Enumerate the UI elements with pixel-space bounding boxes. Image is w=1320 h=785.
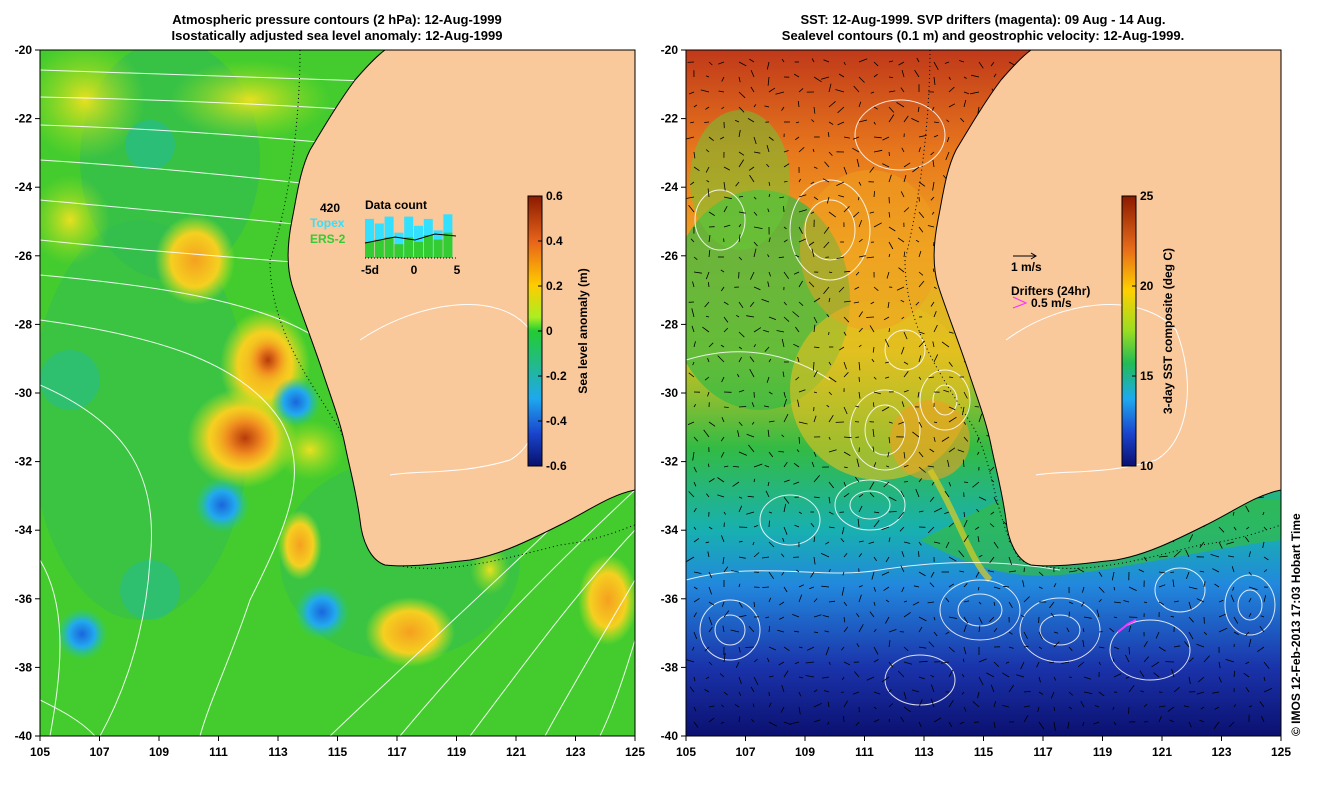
sst-colorbar-tick: 15 [1140, 369, 1154, 383]
sla-colorbar-tick: -0.4 [546, 414, 567, 428]
right-y-tick-label: -34 [661, 523, 679, 537]
right-x-tick-label: 117 [1033, 745, 1053, 759]
left-x-tick-label: 113 [268, 745, 288, 759]
ers2-bar [394, 244, 403, 258]
left-x-tick-label: 119 [447, 745, 467, 759]
left-y-tick-label: -20 [15, 43, 33, 57]
sla-colorbar-label: Sea level anomaly (m) [576, 268, 590, 393]
right-x-tick-label: 123 [1211, 745, 1231, 759]
left-y-tick-label: -26 [15, 249, 33, 263]
sst-map [670, 50, 1281, 736]
right-title-line2: Sealevel contours (0.1 m) and geostrophi… [782, 28, 1184, 43]
ers2-bar [424, 235, 433, 258]
scale-label: 1 m/s [1011, 260, 1042, 274]
right-x-tick-label: 107 [735, 745, 755, 759]
left-title-line2: Isostatically adjusted sea level anomaly… [172, 28, 503, 43]
right-y-tick-label: -30 [661, 386, 679, 400]
sla-colorbar-tick: 0.6 [546, 189, 563, 203]
sst-colorbar-label: 3-day SST composite (deg C) [1161, 248, 1175, 414]
sst-colorbar-tick: 20 [1140, 279, 1154, 293]
sla-colorbar-tick: -0.2 [546, 369, 567, 383]
ers2-bar [365, 242, 374, 258]
right-y-tick-label: -40 [661, 729, 679, 743]
right-y-tick-label: -26 [661, 249, 679, 263]
right-x-tick-label: 115 [974, 745, 994, 759]
left-y-tick-label: -40 [15, 729, 33, 743]
sla-colorbar-tick: -0.6 [546, 459, 567, 473]
ers2-bar [375, 240, 384, 258]
sla-colorbar-tick: 0.4 [546, 234, 563, 248]
left-x-tick-label: 111 [209, 745, 228, 759]
topex-label: Topex [310, 216, 345, 230]
ers2-bar [385, 237, 394, 258]
ers2-label: ERS-2 [310, 232, 346, 246]
ers2-bar [434, 240, 443, 258]
right-y-tick-label: -24 [661, 180, 679, 194]
drifters-speed: 0.5 m/s [1031, 296, 1072, 310]
right-y-tick-label: -38 [661, 660, 679, 674]
left-x-tick-label: 105 [30, 745, 50, 759]
sst-colorbar-tick: 10 [1140, 459, 1154, 473]
sea-level-anomaly-map [25, 40, 638, 736]
right-title-line1: SST: 12-Aug-1999. SVP drifters (magenta)… [800, 12, 1165, 27]
left-y-tick-label: -34 [15, 523, 33, 537]
left-y-tick-label: -22 [15, 112, 33, 126]
left-x-tick-label: 121 [506, 745, 526, 759]
data-count-tick-right: 5 [454, 263, 461, 277]
left-x-tick-label: 107 [89, 745, 109, 759]
right-x-tick-label: 113 [914, 745, 934, 759]
left-x-tick-label: 125 [625, 745, 645, 759]
data-count-tick-mid: 0 [411, 263, 418, 277]
left-x-tick-label: 117 [387, 745, 407, 759]
left-x-tick-label: 109 [149, 745, 169, 759]
right-x-tick-label: 119 [1093, 745, 1113, 759]
left-y-tick-label: -30 [15, 386, 33, 400]
left-x-tick-label: 115 [328, 745, 348, 759]
right-y-tick-label: -22 [661, 112, 679, 126]
right-x-tick-label: 121 [1152, 745, 1172, 759]
right-y-tick-label: -36 [661, 592, 679, 606]
right-y-tick-label: -28 [661, 317, 679, 331]
data-count-tick-left: -5d [361, 263, 379, 277]
left-title-line1: Atmospheric pressure contours (2 hPa): 1… [172, 12, 501, 27]
left-y-tick-label: -32 [15, 455, 33, 469]
right-x-tick-label: 109 [795, 745, 815, 759]
ers2-bar [414, 242, 423, 258]
right-x-tick-label: 105 [676, 745, 696, 759]
left-y-tick-label: -38 [15, 660, 33, 674]
left-y-tick-label: -36 [15, 592, 33, 606]
right-x-tick-label: 111 [855, 745, 874, 759]
right-y-tick-label: -20 [661, 43, 679, 57]
right-y-tick-label: -32 [661, 455, 679, 469]
data-count-total: 420 [320, 201, 340, 215]
credit-text: © IMOS 12-Feb-2013 17:03 Hobart Time [1289, 513, 1303, 736]
sla-colorbar-tick: 0.2 [546, 279, 563, 293]
left-y-tick-label: -24 [15, 180, 33, 194]
data-count-title: Data count [365, 198, 427, 212]
left-y-tick-label: -28 [15, 317, 33, 331]
sla-colorbar-tick: 0 [546, 324, 553, 338]
ers2-bar [443, 233, 452, 258]
ers2-bar [404, 237, 413, 258]
left-x-tick-label: 123 [565, 745, 585, 759]
sst-colorbar-tick: 25 [1140, 189, 1154, 203]
right-x-tick-label: 125 [1271, 745, 1291, 759]
